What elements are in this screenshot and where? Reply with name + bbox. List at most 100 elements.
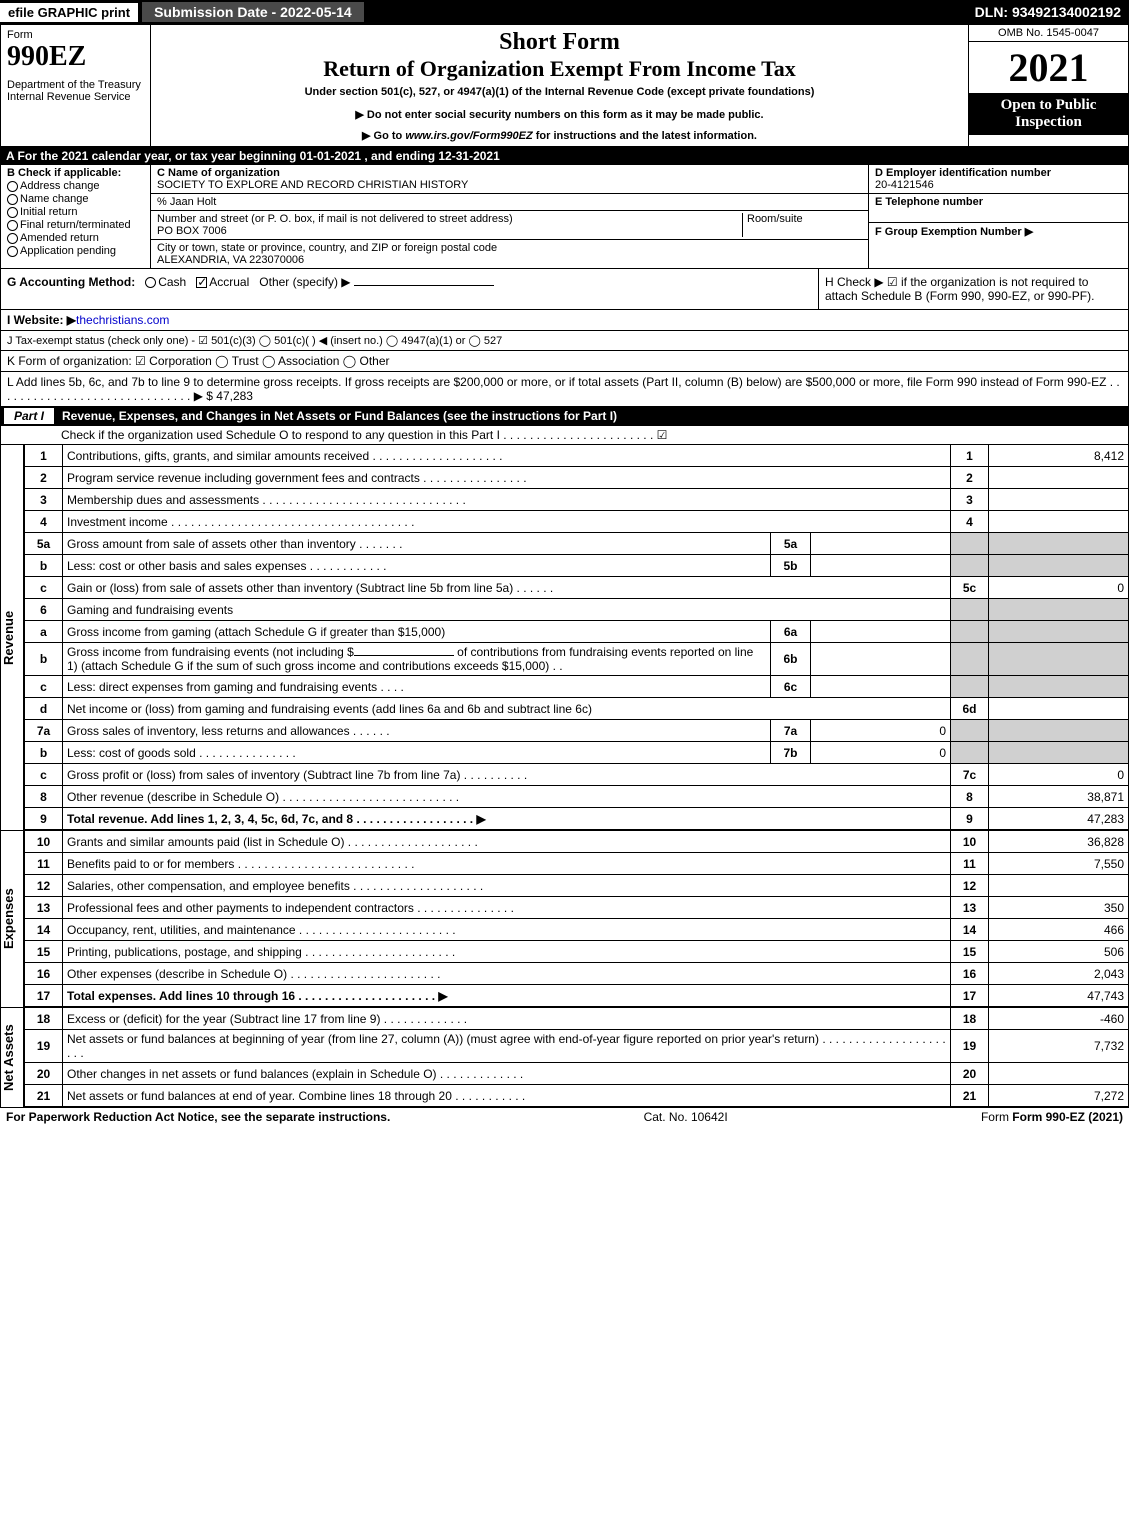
room-suite: Room/suite — [742, 213, 862, 237]
form-label: Form — [7, 29, 144, 41]
line-4: 4Investment income . . . . . . . . . . .… — [25, 511, 1129, 533]
netassets-table: 18Excess or (deficit) for the year (Subt… — [24, 1007, 1129, 1107]
b-label: B Check if applicable: — [7, 167, 144, 179]
form-number: 990EZ — [7, 41, 144, 73]
ein: 20-4121546 — [875, 179, 934, 191]
short-form-title: Short Form — [159, 29, 960, 56]
line-6a: aGross income from gaming (attach Schedu… — [25, 621, 1129, 643]
goto-post: for instructions and the latest informat… — [533, 130, 757, 142]
i-label: I Website: ▶ — [7, 313, 76, 327]
application-pending[interactable]: Application pending — [7, 245, 144, 257]
line-3: 3Membership dues and assessments . . . .… — [25, 489, 1129, 511]
cash-radio[interactable] — [145, 277, 156, 288]
city: ALEXANDRIA, VA 223070006 — [157, 254, 304, 266]
goto-link[interactable]: www.irs.gov/Form990EZ — [405, 130, 532, 142]
revenue-section: Revenue 1Contributions, gifts, grants, a… — [0, 444, 1129, 830]
line-12: 12Salaries, other compensation, and empl… — [25, 875, 1129, 897]
i-row: I Website: ▶thechristians.com — [0, 310, 1129, 331]
part1-check: Check if the organization used Schedule … — [0, 426, 1129, 444]
line-2: 2Program service revenue including gover… — [25, 467, 1129, 489]
gh-row: G Accounting Method: Cash Accrual Other … — [0, 269, 1129, 310]
e-label: E Telephone number — [875, 196, 983, 208]
line-7c: cGross profit or (loss) from sales of in… — [25, 764, 1129, 786]
line-6: 6Gaming and fundraising events — [25, 599, 1129, 621]
part1-title: Revenue, Expenses, and Changes in Net As… — [62, 409, 617, 423]
row-a: A For the 2021 calendar year, or tax yea… — [0, 147, 1129, 165]
part1-label: Part I — [4, 408, 54, 424]
col-c: C Name of organization SOCIETY TO EXPLOR… — [151, 165, 868, 268]
addr-label: Number and street (or P. O. box, if mail… — [157, 213, 513, 225]
group-exemption: F Group Exemption Number ▶ — [869, 223, 1128, 240]
j-row: J Tax-exempt status (check only one) - ☑… — [0, 331, 1129, 351]
l-row: L Add lines 5b, 6c, and 7b to line 9 to … — [0, 372, 1129, 406]
name-change[interactable]: Name change — [7, 193, 144, 205]
department: Department of the Treasury Internal Reve… — [7, 79, 144, 103]
return-title: Return of Organization Exempt From Incom… — [159, 56, 960, 82]
open-to-public: Open to Public Inspection — [969, 93, 1128, 135]
footer-mid: Cat. No. 10642I — [390, 1110, 981, 1124]
g-block: G Accounting Method: Cash Accrual Other … — [1, 269, 818, 309]
submission-date: Submission Date - 2022-05-14 — [142, 2, 364, 22]
goto-pre: ▶ Go to — [362, 130, 405, 142]
part1-header: Part I Revenue, Expenses, and Changes in… — [0, 406, 1129, 426]
line-5c: cGain or (loss) from sale of assets othe… — [25, 577, 1129, 599]
tax-year: 2021 — [969, 42, 1128, 93]
addr: PO BOX 7006 — [157, 225, 227, 237]
c-label: C Name of organization — [157, 167, 280, 179]
line-19: 19Net assets or fund balances at beginni… — [25, 1030, 1129, 1063]
g-label: G Accounting Method: — [7, 275, 135, 289]
footer-left: For Paperwork Reduction Act Notice, see … — [6, 1110, 390, 1124]
line-8: 8Other revenue (describe in Schedule O) … — [25, 786, 1129, 808]
city-block: City or town, state or province, country… — [151, 240, 868, 268]
k-row: K Form of organization: ☑ Corporation ◯ … — [0, 351, 1129, 372]
header-left: Form 990EZ Department of the Treasury In… — [1, 25, 151, 146]
line-1: 1Contributions, gifts, grants, and simil… — [25, 445, 1129, 467]
org-name-block: C Name of organization SOCIETY TO EXPLOR… — [151, 165, 868, 194]
netassets-section: Net Assets 18Excess or (deficit) for the… — [0, 1007, 1129, 1107]
website-link[interactable]: thechristians.com — [76, 313, 169, 327]
line-14: 14Occupancy, rent, utilities, and mainte… — [25, 919, 1129, 941]
city-label: City or town, state or province, country… — [157, 242, 497, 254]
line-18: 18Excess or (deficit) for the year (Subt… — [25, 1008, 1129, 1030]
revenue-table: 1Contributions, gifts, grants, and simil… — [24, 444, 1129, 830]
goto-line: ▶ Go to www.irs.gov/Form990EZ for instru… — [159, 129, 960, 142]
line-9: 9Total revenue. Add lines 1, 2, 3, 4, 5c… — [25, 808, 1129, 830]
line-20: 20Other changes in net assets or fund ba… — [25, 1063, 1129, 1085]
line-16: 16Other expenses (describe in Schedule O… — [25, 963, 1129, 985]
under-section: Under section 501(c), 527, or 4947(a)(1)… — [159, 86, 960, 98]
footer: For Paperwork Reduction Act Notice, see … — [0, 1107, 1129, 1126]
expenses-section: Expenses 10Grants and similar amounts pa… — [0, 830, 1129, 1007]
final-return[interactable]: Final return/terminated — [7, 219, 144, 231]
line-6d: dNet income or (loss) from gaming and fu… — [25, 698, 1129, 720]
f-label: F Group Exemption Number ▶ — [875, 226, 1033, 238]
addr-change[interactable]: Address change — [7, 180, 144, 192]
revenue-side-label: Revenue — [0, 444, 24, 830]
org-name: SOCIETY TO EXPLORE AND RECORD CHRISTIAN … — [157, 179, 468, 191]
header-center: Short Form Return of Organization Exempt… — [151, 25, 968, 146]
care-of: % Jaan Holt — [151, 194, 868, 211]
initial-return[interactable]: Initial return — [7, 206, 144, 218]
line-6c: cLess: direct expenses from gaming and f… — [25, 676, 1129, 698]
dln: DLN: 93492134002192 — [975, 4, 1129, 20]
amended-return[interactable]: Amended return — [7, 232, 144, 244]
ssn-warning: ▶ Do not enter social security numbers o… — [159, 108, 960, 121]
line-7a: 7aGross sales of inventory, less returns… — [25, 720, 1129, 742]
line-7b: bLess: cost of goods sold . . . . . . . … — [25, 742, 1129, 764]
line-15: 15Printing, publications, postage, and s… — [25, 941, 1129, 963]
line-5a: 5aGross amount from sale of assets other… — [25, 533, 1129, 555]
line-11: 11Benefits paid to or for members . . . … — [25, 853, 1129, 875]
omb-number: OMB No. 1545-0047 — [969, 25, 1128, 42]
line-17: 17Total expenses. Add lines 10 through 1… — [25, 985, 1129, 1007]
info-grid: B Check if applicable: Address change Na… — [0, 165, 1129, 269]
header-right: OMB No. 1545-0047 2021 Open to Public In… — [968, 25, 1128, 146]
form-header: Form 990EZ Department of the Treasury In… — [0, 24, 1129, 147]
expenses-side-label: Expenses — [0, 830, 24, 1007]
top-bar: efile GRAPHIC print Submission Date - 20… — [0, 0, 1129, 24]
expenses-table: 10Grants and similar amounts paid (list … — [24, 830, 1129, 1007]
phone-block: E Telephone number — [869, 194, 1128, 223]
line-21: 21Net assets or fund balances at end of … — [25, 1085, 1129, 1107]
line-10: 10Grants and similar amounts paid (list … — [25, 831, 1129, 853]
col-b: B Check if applicable: Address change Na… — [1, 165, 151, 268]
accrual-check[interactable] — [196, 277, 207, 288]
efile-label[interactable]: efile GRAPHIC print — [0, 3, 138, 22]
